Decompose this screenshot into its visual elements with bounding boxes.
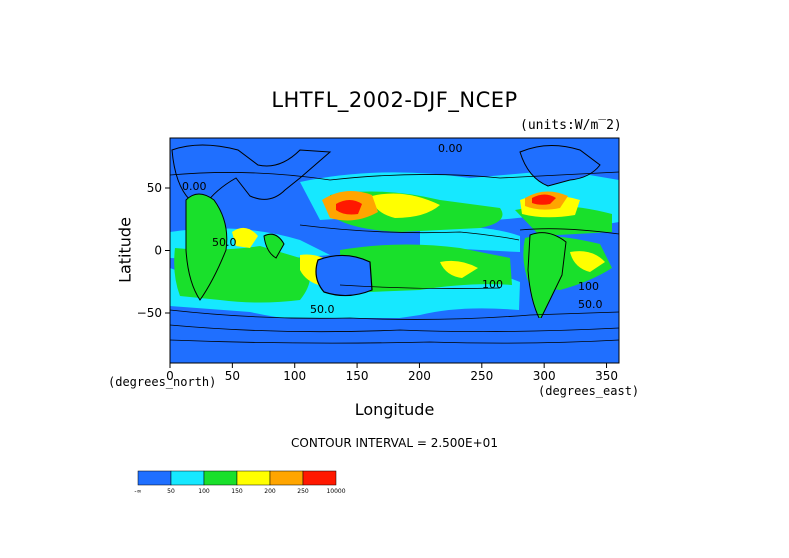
- colorbar: -∞ 50 100 150 200 250 10000: [134, 470, 346, 495]
- x-tick-label: 150: [346, 369, 369, 383]
- colorbar-label: 50: [167, 488, 175, 495]
- x-tick-label: 250: [470, 369, 493, 383]
- colorbar-label: 250: [297, 488, 309, 495]
- colorbar-label: 10000: [326, 488, 345, 495]
- chart-title: LHTFL_2002-DJF_NCEP: [271, 88, 518, 112]
- colorbar-swatch: [236, 470, 271, 486]
- field-yellow-arabian: [232, 227, 258, 248]
- x-tick-label: 0: [166, 369, 174, 383]
- field-australia: [315, 254, 373, 297]
- colorbar-label: 200: [264, 488, 276, 495]
- field-southern-ocean: [170, 318, 619, 363]
- contour-label: 50.0: [212, 236, 237, 249]
- contour-label: 50.0: [578, 298, 603, 311]
- field-green-south-pacific: [340, 244, 512, 292]
- x-unit-label: (degrees_east): [538, 384, 640, 398]
- contour-label: 0.00: [438, 142, 463, 155]
- colorbar-swatch: [137, 470, 172, 486]
- colorbar-swatch: [170, 470, 205, 486]
- y-tick-label: 50: [147, 181, 162, 195]
- contour-interval: CONTOUR INTERVAL = 2.500E+01: [291, 436, 498, 450]
- colorbar-swatch: [203, 470, 238, 486]
- y-tick-label: 0: [154, 244, 162, 258]
- colorbar-label: 100: [198, 488, 210, 495]
- field-africa: [185, 193, 228, 301]
- x-tick-label: 300: [533, 369, 556, 383]
- colorbar-swatch: [302, 470, 337, 486]
- field-yellow-south-atlantic: [570, 251, 605, 272]
- contour-label: 50.0: [310, 303, 335, 316]
- x-tick-label: 200: [408, 369, 431, 383]
- field-red-gulfstream: [532, 194, 556, 205]
- field-south-america: [527, 232, 567, 322]
- field-red-kuroshio: [336, 200, 362, 215]
- map-field: 0.00 50.0 100 50.0 100 50.0 0.00: [169, 138, 620, 363]
- field-yellow-kuroshio: [372, 193, 440, 218]
- x-tick-label: 100: [283, 369, 306, 383]
- y-tick-label: −50: [137, 306, 162, 320]
- x-tick-label: 50: [225, 369, 240, 383]
- field-india: [263, 233, 285, 259]
- contour-label: 100: [578, 280, 599, 293]
- colorbar-label: -∞: [134, 488, 141, 495]
- field-yellow-pacific: [440, 260, 478, 278]
- x-tick-label: 350: [595, 369, 618, 383]
- x-axis-label: Longitude: [354, 400, 435, 419]
- colorbar-label: 150: [231, 488, 243, 495]
- contour-label: 0.00: [182, 180, 207, 193]
- colorbar-swatch: [269, 470, 304, 486]
- units-label: (units:W/m‾2): [520, 118, 622, 133]
- contour-lines: [169, 171, 620, 344]
- x-axis-ticks: 0 50 100 150 200 250 300 350: [166, 363, 618, 383]
- y-unit-label: (degrees_north): [108, 375, 217, 389]
- field-band-cyan-pacific: [420, 227, 520, 252]
- y-axis-ticks: 50 0 −50: [137, 181, 170, 320]
- contour-label: 100: [482, 278, 503, 291]
